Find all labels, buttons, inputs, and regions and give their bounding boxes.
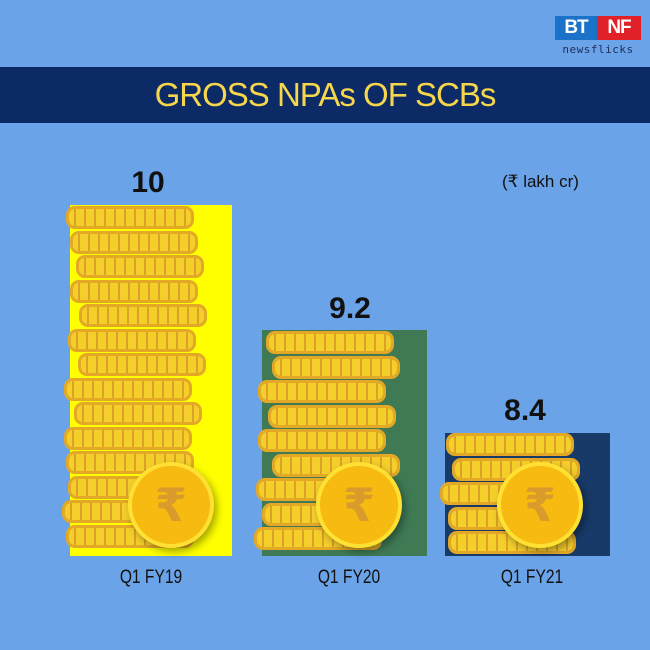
logo-bt: BT: [555, 16, 597, 40]
unit-label: (₹ lakh cr): [502, 172, 579, 191]
logo-nf: NF: [597, 16, 641, 40]
value-label-2: 9.2: [329, 292, 371, 325]
coin-icon: [272, 355, 400, 379]
rupee-coin-icon: ₹: [316, 462, 402, 548]
coin-icon: [70, 279, 198, 303]
coin-icon: [79, 304, 207, 327]
category-label-3: Q1 FY21: [500, 567, 564, 588]
rupee-coin-icon: ₹: [497, 462, 583, 548]
brand-logo: BT NF newsflicks: [555, 16, 641, 56]
coin-icon: [68, 328, 196, 352]
coin-icon: [258, 429, 386, 452]
coin-icon: [266, 331, 394, 354]
coin-icon: [258, 380, 386, 403]
category-label-1: Q1 FY19: [119, 567, 183, 588]
logo-subtitle: newsflicks: [562, 43, 634, 56]
coin-icon: [70, 230, 198, 254]
coin-icon: [74, 402, 202, 425]
coin-icon: [66, 206, 194, 229]
coin-icon: [268, 404, 396, 428]
chart-title: GROSS NPAs OF SCBs: [154, 76, 497, 113]
category-label-2: Q1 FY20: [317, 567, 381, 588]
title-banner: GROSS NPAs OF SCBs: [0, 67, 650, 123]
coin-icon: [78, 353, 206, 376]
coin-icon: [64, 377, 192, 401]
value-label-1: 10: [131, 166, 165, 199]
coin-icon: [76, 255, 204, 278]
value-label-3: 8.4: [504, 394, 546, 427]
coin-icon: [446, 433, 574, 456]
coin-icon: [64, 426, 192, 450]
rupee-coin-icon: ₹: [128, 462, 214, 548]
